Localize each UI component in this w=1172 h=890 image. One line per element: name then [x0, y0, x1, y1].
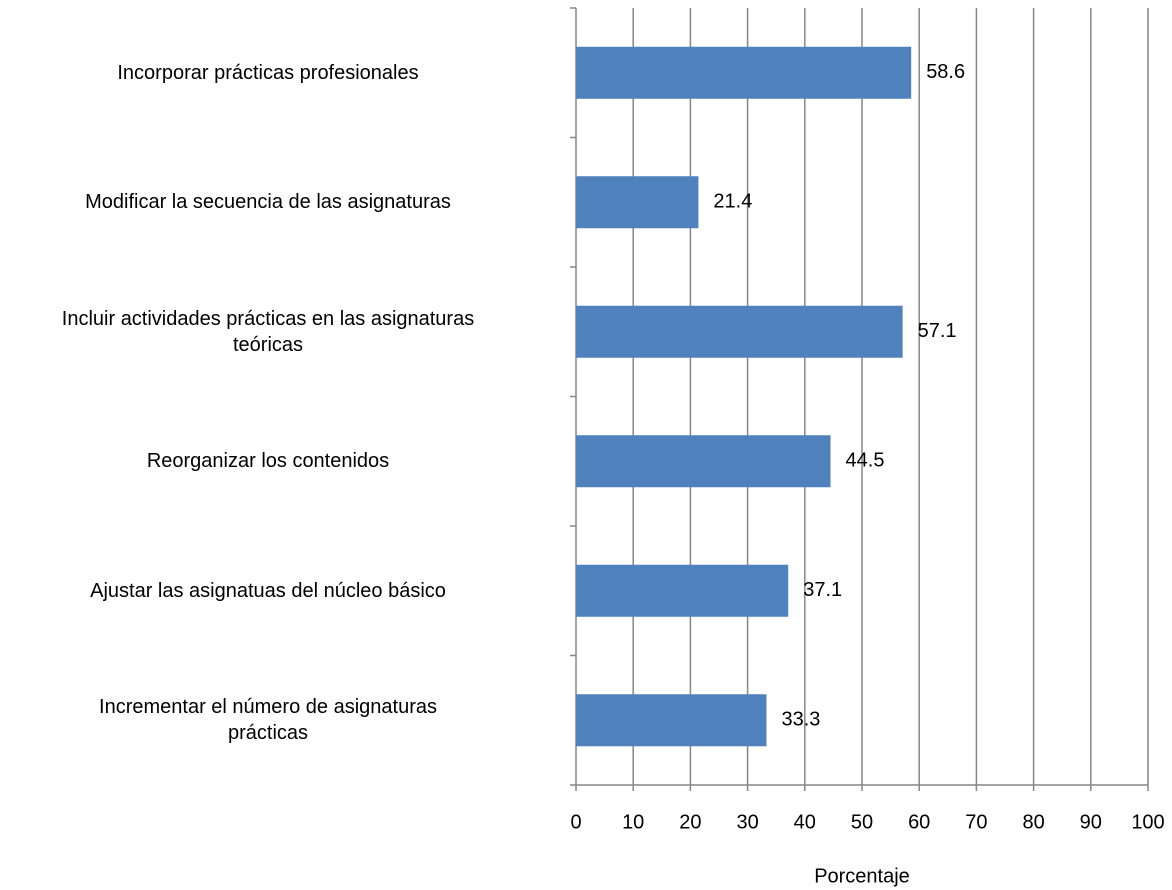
data-label: 33.3	[781, 709, 820, 731]
x-tick-label: 40	[794, 811, 816, 833]
bar	[576, 305, 903, 358]
x-tick-label: 60	[908, 811, 930, 833]
bar	[576, 46, 912, 99]
bar	[576, 435, 831, 488]
data-label: 21.4	[713, 191, 752, 213]
y-tick-label: Modificar la secuencia de las asignatura…	[85, 191, 451, 214]
x-tick-label: 20	[679, 811, 701, 833]
x-tick-label: 70	[965, 811, 987, 833]
bar	[576, 694, 767, 747]
data-label: 58.6	[926, 61, 965, 83]
data-label: 57.1	[918, 320, 957, 342]
x-tick-label: 100	[1131, 811, 1164, 833]
bar	[576, 176, 699, 229]
y-tick-label: Ajustar las asignatuas del núcleo básico	[90, 579, 446, 602]
x-axis-label: Porcentaje	[814, 865, 910, 887]
x-tick-label: 0	[570, 811, 581, 833]
y-tick-label: Reorganizar los contenidos	[146, 450, 390, 473]
bar	[576, 564, 789, 617]
data-label: 44.5	[846, 450, 885, 472]
y-tick-label: Incluir actividades prácticas en las asi…	[61, 307, 475, 356]
y-tick-label: Incrementar el número de asignaturas prá…	[99, 696, 437, 745]
x-tick-label: 90	[1080, 811, 1102, 833]
y-tick-label: Incorporar prácticas profesionales	[117, 61, 419, 84]
x-tick-label: 50	[851, 811, 873, 833]
data-label: 37.1	[803, 579, 842, 601]
x-tick-label: 30	[736, 811, 758, 833]
x-tick-label: 10	[622, 811, 644, 833]
x-tick-label: 80	[1022, 811, 1044, 833]
